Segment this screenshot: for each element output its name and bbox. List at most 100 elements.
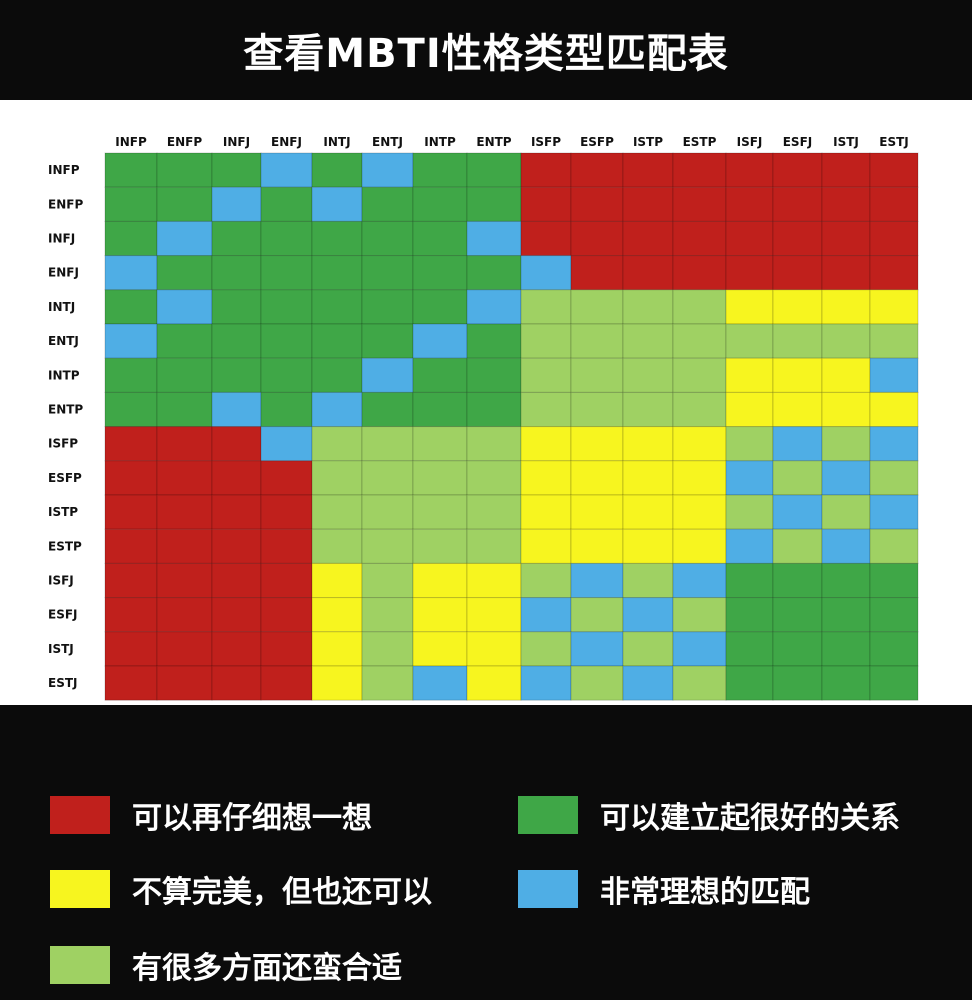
title-bar: 查看MBTI性格类型匹配表 <box>0 0 972 100</box>
heatmap-cell-enfj-estp <box>672 255 727 291</box>
heatmap-cell-esfj-esfp <box>570 597 624 633</box>
heatmap-cell-infp-infp <box>104 152 158 188</box>
heatmap-cell-infp-enfp <box>156 152 213 188</box>
row-label: ISFJ <box>48 574 74 588</box>
heatmap-cell-esfj-intj <box>311 597 363 633</box>
heatmap-cell-estp-isfj <box>725 528 774 564</box>
heatmap-cell-estj-infp <box>104 665 158 701</box>
heatmap-cell-intp-estp <box>672 357 727 393</box>
legend-item-blue: 非常理想的匹配 <box>518 867 810 911</box>
heatmap-cell-istp-isfj <box>725 494 774 530</box>
heatmap-cell-entj-estj <box>869 323 919 359</box>
column-label: ESTJ <box>879 135 909 149</box>
mbti-heatmap: INFP ENFP INFJ ENFJ INTJ ENTJ INTP ENTP ISFP ESFP… <box>48 135 919 701</box>
heatmap-cell-esfj-entj <box>361 597 414 633</box>
heatmap-cell-intj-intp <box>412 289 468 325</box>
heatmap-cell-infp-infj <box>211 152 262 188</box>
heatmap-cell-infj-entj <box>361 220 414 257</box>
heatmap-cell-isfj-istp <box>622 562 674 599</box>
heatmap-cell-intp-entj <box>361 357 414 393</box>
heatmap-cell-estp-intp <box>412 528 468 564</box>
heatmap-cell-enfj-istp <box>622 255 674 291</box>
heatmap-cell-istp-istp <box>622 494 674 530</box>
heatmap-cell-isfp-intj <box>311 426 363 462</box>
heatmap-cell-isfp-intp <box>412 426 468 462</box>
legend-label: 可以再仔细想一想 <box>132 801 372 836</box>
heatmap-cell-esfj-enfj <box>260 597 313 633</box>
heatmap-cell-enfj-estj <box>869 255 919 291</box>
heatmap-cell-infj-enfp <box>156 220 213 257</box>
heatmap-cell-esfp-isfp <box>520 460 572 496</box>
heatmap-cell-estj-entp <box>466 665 522 701</box>
heatmap-cell-esfj-estj <box>869 597 919 633</box>
heatmap-cell-entp-estj <box>869 391 919 428</box>
heatmap-cell-intj-istj <box>821 289 871 325</box>
heatmap-cell-intp-esfj <box>772 357 823 393</box>
heatmap-cell-enfp-enfp <box>156 186 213 222</box>
heatmap-cell-isfj-intp <box>412 562 468 599</box>
heatmap-cell-estp-esfj <box>772 528 823 564</box>
heatmap-cell-isfj-intj <box>311 562 363 599</box>
column-label: ENTP <box>476 135 511 149</box>
heatmap-cell-enfj-enfp <box>156 255 213 291</box>
row-label: INFJ <box>48 232 75 246</box>
heatmap-cell-infp-entj <box>361 152 414 188</box>
column-label: INFJ <box>223 135 250 149</box>
heatmap-cell-isfj-estp <box>672 562 727 599</box>
heatmap-cell-enfj-infp <box>104 255 158 291</box>
heatmap-cell-infj-isfj <box>725 220 774 257</box>
heatmap-cell-istj-intp <box>412 631 468 667</box>
heatmap-cell-infj-infj <box>211 220 262 257</box>
legend-label: 非常理想的匹配 <box>600 875 810 910</box>
heatmap-cell-infj-istj <box>821 220 871 257</box>
heatmap-cell-istj-esfp <box>570 631 624 667</box>
heatmap-cell-esfp-intp <box>412 460 468 496</box>
heatmap-cell-isfp-infp <box>104 426 158 462</box>
heatmap-cell-esfp-istj <box>821 460 871 496</box>
heatmap-cell-infj-estp <box>672 220 727 257</box>
heatmap-cell-entj-intj <box>311 323 363 359</box>
row-label: INFP <box>48 163 80 177</box>
heatmap-cell-intp-intj <box>311 357 363 393</box>
heatmap-cell-intp-isfj <box>725 357 774 393</box>
heatmap-cell-isfp-isfp <box>520 426 572 462</box>
heatmap-cell-isfj-entp <box>466 562 522 599</box>
row-label: ENTJ <box>48 334 79 348</box>
heatmap-cell-intp-estj <box>869 357 919 393</box>
column-label: ISFP <box>531 135 561 149</box>
heatmap-cell-istj-esfj <box>772 631 823 667</box>
heatmap-cell-intj-istp <box>622 289 674 325</box>
heatmap-cell-intp-infj <box>211 357 262 393</box>
heatmap-cell-intj-estj <box>869 289 919 325</box>
heatmap-cell-enfj-enfj <box>260 255 313 291</box>
heatmap-cell-estj-estp <box>672 665 727 701</box>
heatmap-cell-isfp-estj <box>869 426 919 462</box>
heatmap-cell-enfj-intj <box>311 255 363 291</box>
heatmap-cell-esfp-enfp <box>156 460 213 496</box>
legend-label: 不算完美，但也还可以 <box>132 875 432 910</box>
heatmap-cell-istj-isfj <box>725 631 774 667</box>
heatmap-cell-intp-enfj <box>260 357 313 393</box>
heatmap-cell-isfp-infj <box>211 426 262 462</box>
heatmap-cell-enfp-infj <box>211 186 262 222</box>
heatmap-cell-enfp-intp <box>412 186 468 222</box>
heatmap-cell-intj-estp <box>672 289 727 325</box>
heatmap-cell-intj-esfj <box>772 289 823 325</box>
heatmap-cell-intp-intp <box>412 357 468 393</box>
heatmap-cell-entj-intp <box>412 323 468 359</box>
heatmap-cell-entp-istj <box>821 391 871 428</box>
legend-swatch-yellow <box>50 870 110 908</box>
row-label: ISFP <box>48 437 78 451</box>
heatmap-cell-infj-isfp <box>520 220 572 257</box>
heatmap-cell-estp-infj <box>211 528 262 564</box>
heatmap-cell-intp-enfp <box>156 357 213 393</box>
heatmap-cell-isfj-infp <box>104 562 158 599</box>
heatmap-cell-esfp-esfp <box>570 460 624 496</box>
heatmap-cell-entp-esfp <box>570 391 624 428</box>
heatmap-cell-estp-enfj <box>260 528 313 564</box>
heatmap-cell-istp-enfj <box>260 494 313 530</box>
heatmap-cell-esfj-intp <box>412 597 468 633</box>
row-label: INTP <box>48 368 80 382</box>
heatmap-cell-infp-intj <box>311 152 363 188</box>
heatmap-cell-enfp-entj <box>361 186 414 222</box>
